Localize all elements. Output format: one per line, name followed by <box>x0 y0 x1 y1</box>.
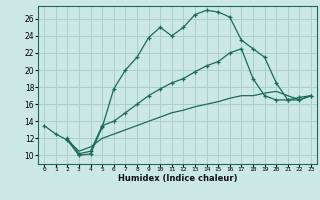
X-axis label: Humidex (Indice chaleur): Humidex (Indice chaleur) <box>118 174 237 183</box>
